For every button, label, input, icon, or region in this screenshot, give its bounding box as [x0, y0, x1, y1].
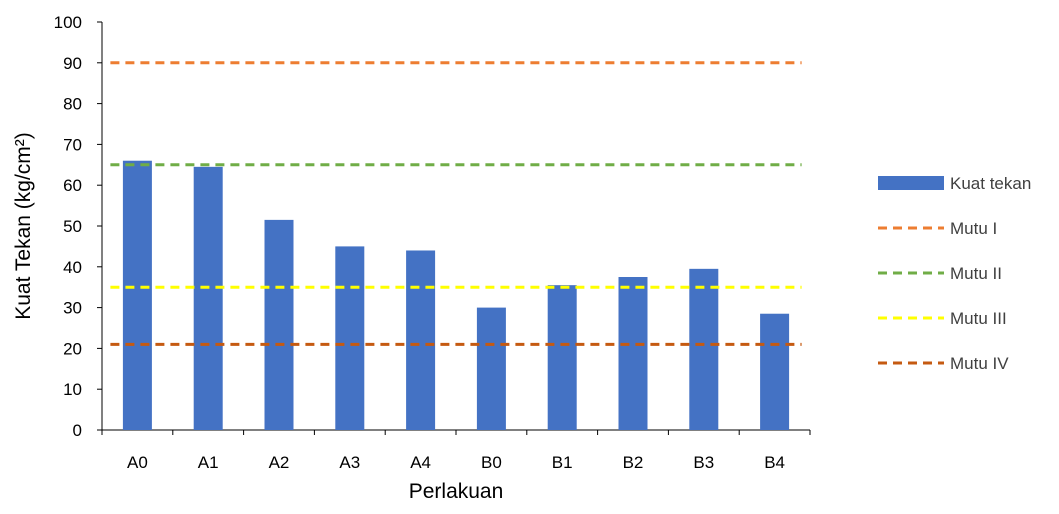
- bars: [122, 160, 790, 430]
- x-axis-title: Perlakuan: [409, 480, 504, 503]
- x-tick-label: A2: [269, 453, 290, 472]
- y-axis-title: Kuat Tekan (kg/cm²): [12, 132, 35, 320]
- x-tick-label: B4: [764, 453, 785, 472]
- y-tick-label: 60: [63, 176, 82, 195]
- legend: Kuat tekan Mutu I Mutu II Mutu III Mutu IV: [878, 174, 1031, 373]
- plot-area: 0 10 20 30 40 50 60 70 80 90 100 A0 A1 A2 A3 A4 B0 B1 B2 B…: [54, 13, 811, 472]
- bar-B1: [547, 285, 577, 430]
- y-tick-label: 30: [63, 299, 82, 318]
- y-tick-label: 40: [63, 258, 82, 277]
- x-tick-label: A3: [339, 453, 360, 472]
- legend-swatch-bar: [878, 176, 944, 190]
- bar-A2: [264, 219, 294, 430]
- legend-label: Mutu III: [950, 309, 1007, 328]
- y-tick-label: 70: [63, 135, 82, 154]
- bar-B2: [618, 277, 648, 430]
- y-tick-label: 20: [63, 339, 82, 358]
- x-tick-label: A0: [127, 453, 148, 472]
- bar-B3: [689, 268, 719, 430]
- legend-label: Mutu II: [950, 264, 1002, 283]
- y-tick-label: 10: [63, 380, 82, 399]
- y-tick-label: 90: [63, 54, 82, 73]
- legend-label: Mutu IV: [950, 354, 1009, 373]
- y-tick-label: 50: [63, 217, 82, 236]
- bar-B4: [760, 313, 790, 430]
- x-tick-label: B0: [481, 453, 502, 472]
- x-tick-label: A4: [410, 453, 431, 472]
- x-tick-label: B3: [693, 453, 714, 472]
- y-axis-ticks: 0 10 20 30 40 50 60 70 80 90 100: [54, 13, 102, 440]
- bar-A1: [193, 166, 223, 430]
- bar-A0: [122, 160, 152, 430]
- x-tick-label: B2: [623, 453, 644, 472]
- legend-label: Kuat tekan: [950, 174, 1031, 193]
- x-axis-ticks: A0 A1 A2 A3 A4 B0 B1 B2 B3 B4: [101, 430, 811, 472]
- x-tick-label: B1: [552, 453, 573, 472]
- reference-lines: [110, 61, 802, 346]
- bar-A3: [335, 246, 365, 430]
- bar-A4: [406, 250, 436, 430]
- bar-B0: [476, 307, 506, 430]
- x-tick-label: A1: [198, 453, 219, 472]
- y-tick-label: 80: [63, 95, 82, 114]
- y-tick-label: 100: [54, 13, 82, 32]
- legend-label: Mutu I: [950, 219, 997, 238]
- y-tick-label: 0: [73, 421, 82, 440]
